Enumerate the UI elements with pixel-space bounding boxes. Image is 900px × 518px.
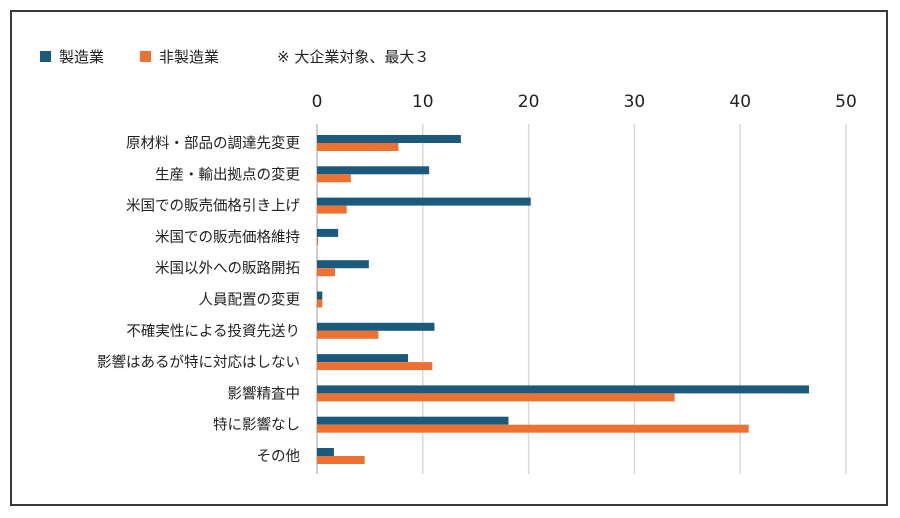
bar-non-manufacturing <box>317 424 749 433</box>
category-label: 米国での販売価格引き上げ <box>126 198 300 215</box>
bar-manufacturing <box>317 197 531 206</box>
category-label: 影響はあるが特に対応はしない <box>97 353 300 371</box>
x-tick-label: 50 <box>835 92 857 112</box>
category-label: 米国以外への販路開拓 <box>155 260 300 277</box>
legend: 製造業 非製造業 ※ 大企業対象、最大３ <box>40 46 429 66</box>
legend-item-non-manufacturing: 非製造業 <box>140 46 219 67</box>
category-label: 不確実性による投資先送り <box>126 323 300 340</box>
x-tick-label: 10 <box>412 92 434 112</box>
bar-manufacturing <box>317 260 369 269</box>
bar-non-manufacturing <box>317 330 379 339</box>
category-label: 人員配置の変更 <box>199 292 301 309</box>
bar-non-manufacturing <box>317 174 351 183</box>
legend-swatch-manufacturing <box>40 50 51 62</box>
x-tick-label: 30 <box>624 92 646 112</box>
bar-non-manufacturing <box>317 268 335 277</box>
legend-item-manufacturing: 製造業 <box>40 46 104 67</box>
bar-non-manufacturing <box>317 362 433 371</box>
category-label: 特に影響なし <box>213 416 300 434</box>
bar-manufacturing <box>317 354 408 363</box>
chart-note: ※ 大企業対象、最大３ <box>277 47 430 66</box>
bar-manufacturing <box>317 166 430 175</box>
bar-manufacturing <box>317 416 509 425</box>
bar-non-manufacturing <box>317 236 319 245</box>
category-label: その他 <box>257 448 301 465</box>
legend-label-non-manufacturing: 非製造業 <box>159 47 220 66</box>
legend-label-manufacturing: 製造業 <box>59 47 105 66</box>
category-label: 影響精査中 <box>228 384 301 402</box>
bar-manufacturing <box>317 135 461 143</box>
legend-swatch-non-manufacturing <box>140 50 152 62</box>
category-label: 生産・輸出拠点の変更 <box>155 166 300 183</box>
category-label: 米国での販売価格維持 <box>155 229 300 246</box>
x-tick-label: 20 <box>518 92 540 112</box>
bar-non-manufacturing <box>317 299 323 308</box>
bar-manufacturing <box>317 322 435 331</box>
bar-non-manufacturing <box>317 205 347 214</box>
bar-manufacturing <box>317 385 809 394</box>
bar-non-manufacturing <box>317 393 675 402</box>
bar-non-manufacturing <box>317 456 365 464</box>
bar-manufacturing <box>317 291 323 300</box>
x-tick-label: 0 <box>312 92 323 112</box>
bar-manufacturing <box>317 448 334 456</box>
bar-non-manufacturing <box>317 143 399 151</box>
bar-manufacturing <box>317 228 339 237</box>
x-tick-label: 40 <box>729 92 751 112</box>
category-label: 原材料・部品の調達先変更 <box>126 135 300 152</box>
